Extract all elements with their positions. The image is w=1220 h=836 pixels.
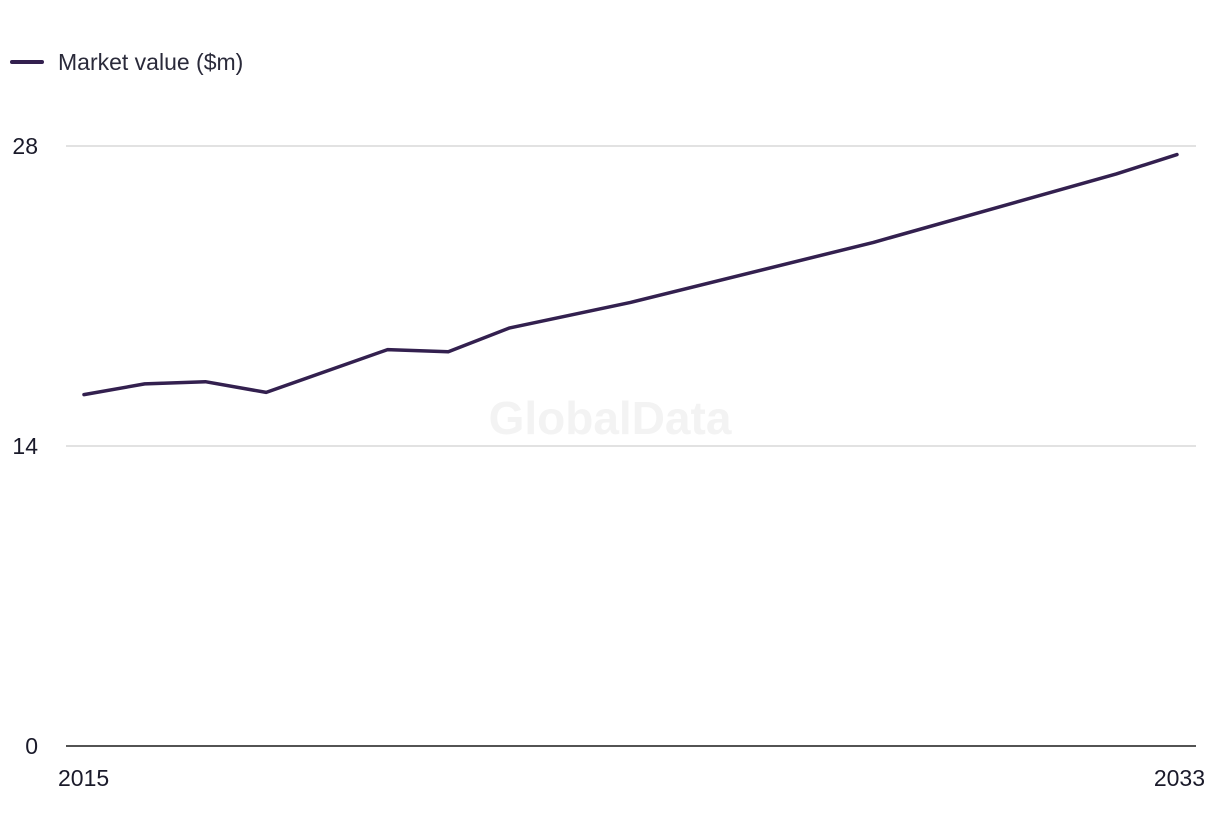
y-axis-ticks: 0 14 28	[12, 133, 38, 759]
gridlines	[66, 145, 1196, 447]
series-market-value	[82, 152, 1179, 397]
x-tick-label-2015: 2015	[58, 765, 109, 791]
x-axis-ticks: 2015 2033	[58, 765, 1205, 791]
y-tick-label-0: 0	[25, 733, 38, 759]
legend-label: Market value ($m)	[58, 49, 243, 75]
series-line-0	[82, 152, 1179, 397]
y-tick-label-28: 28	[12, 133, 38, 159]
x-tick-label-2033: 2033	[1154, 765, 1205, 791]
watermark-logo: GlobalData	[489, 392, 732, 444]
y-tick-label-14: 14	[12, 433, 38, 459]
legend: Market value ($m)	[10, 49, 243, 75]
